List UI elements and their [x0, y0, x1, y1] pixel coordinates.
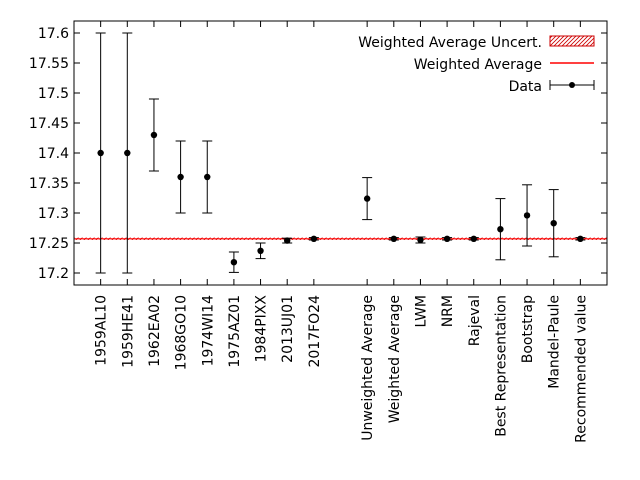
data-point: [202, 140, 213, 214]
y-tick-label: 17.2: [38, 266, 69, 282]
y-tick-label: 17.25: [29, 236, 69, 252]
data-marker: [310, 235, 318, 242]
data-marker: [230, 259, 238, 266]
data-marker: [470, 235, 477, 242]
data-point: [175, 140, 186, 214]
x-tick-label: 1974WI14: [200, 295, 216, 367]
data-point: [415, 236, 426, 244]
legend-marker-data: [549, 80, 595, 90]
x-tick-label: 1959AL10: [94, 295, 110, 366]
y-tick-label: 17.4: [38, 146, 69, 162]
x-tick-label: Unweighted Average: [360, 295, 376, 441]
x-tick-label: 1975AZ01: [227, 295, 243, 368]
y-tick-label: 17.55: [29, 56, 69, 72]
data-marker: [363, 195, 371, 202]
plot-frame: [73, 20, 608, 286]
data-point: [522, 184, 533, 247]
legend-label-uncert: Weighted Average Uncert.: [358, 35, 542, 51]
data-marker: [390, 235, 397, 242]
data-marker: [124, 149, 131, 157]
data-marker: [417, 236, 424, 244]
data-marker: [150, 131, 158, 139]
legend: Weighted Average Uncert. Weighted Averag…: [358, 35, 595, 95]
data-point: [122, 32, 133, 274]
data-point: [255, 242, 266, 260]
x-tick-label: Best Representation: [493, 295, 509, 437]
data-point: [468, 235, 479, 242]
x-tick-label: NRM: [440, 295, 456, 327]
data-marker: [204, 173, 211, 181]
data-point: [148, 98, 159, 172]
data-point: [282, 237, 293, 244]
data-point: [495, 198, 506, 261]
data-point: [442, 235, 453, 242]
x-tick-label: Rajeval: [467, 295, 483, 346]
data-point: [95, 32, 106, 274]
x-tick-label: 1962EA02: [147, 295, 163, 367]
data-marker: [577, 235, 584, 242]
x-tick-label: Weighted Average: [387, 295, 403, 423]
x-tick-label: 2013UJ01: [280, 295, 296, 363]
data-point: [388, 235, 399, 242]
data-point: [548, 189, 559, 258]
y-tick-label: 17.5: [38, 86, 69, 102]
y-tick-label: 17.3: [38, 206, 69, 222]
x-tick-label: 1984PIXX: [254, 295, 270, 363]
y-tick-label: 17.6: [38, 26, 69, 42]
x-tick-label: Mandel-Paule: [547, 295, 563, 389]
data-point: [575, 235, 586, 242]
x-tick-label: LWM: [413, 295, 429, 327]
data-point: [228, 251, 239, 273]
data-marker: [97, 149, 104, 157]
x-tick-label: 2017FO24: [307, 295, 323, 368]
data-marker: [497, 226, 504, 233]
legend-swatch-uncert: [549, 35, 595, 47]
legend-label-weighted-average: Weighted Average: [414, 57, 542, 73]
y-tick-label: 17.35: [29, 176, 69, 192]
data-marker: [550, 220, 557, 227]
data-marker: [257, 247, 264, 254]
data-marker: [443, 235, 451, 242]
legend-label-data: Data: [509, 79, 542, 95]
y-tick-label: 17.45: [29, 116, 69, 132]
x-tick-label: 1959HE41: [120, 295, 136, 368]
data-marker: [284, 237, 291, 244]
data-point: [308, 235, 319, 242]
x-tick-label: Bootstrap: [520, 295, 536, 363]
data-marker: [523, 212, 531, 219]
x-tick-label: 1968GO10: [174, 295, 190, 370]
data-marker: [177, 173, 184, 181]
data-point: [362, 177, 373, 221]
x-tick-label: Recommended value: [573, 295, 589, 443]
